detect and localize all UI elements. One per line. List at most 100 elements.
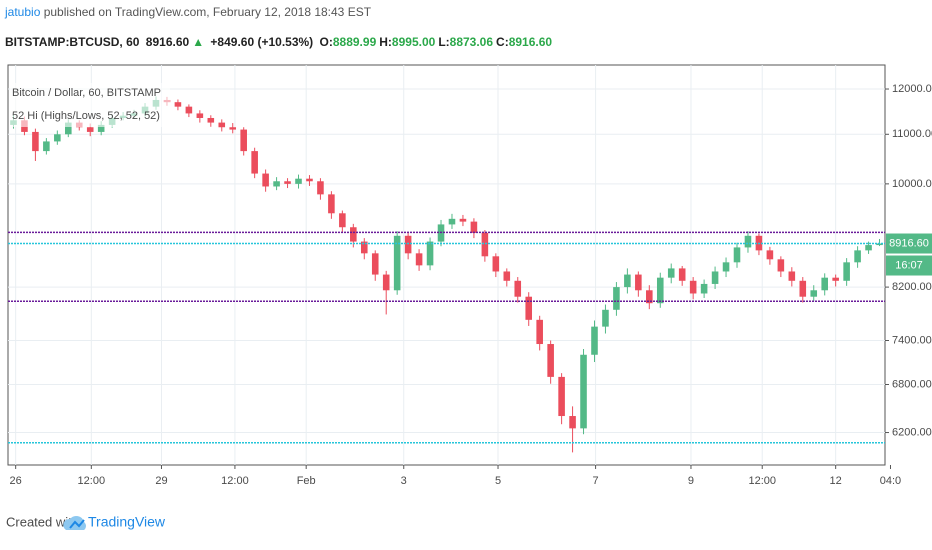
candle-body <box>722 262 730 272</box>
candle-body <box>832 277 839 281</box>
ohlc-label: L: <box>438 35 450 49</box>
candle-body <box>733 247 741 263</box>
candle-body <box>635 274 642 291</box>
candle-body <box>350 227 357 242</box>
candle-body <box>185 106 193 114</box>
created-with: Created with <box>6 514 79 529</box>
candle-body <box>97 124 105 132</box>
y-tick-label: 12000.00 <box>892 83 932 95</box>
candle-body <box>799 280 807 297</box>
x-tick-label: 12:00 <box>221 475 249 487</box>
candle-body <box>251 151 258 174</box>
brand[interactable]: TradingView <box>88 514 166 530</box>
published: published on TradingView.com, February 1… <box>40 5 372 19</box>
candle-body <box>854 250 861 263</box>
candle-body <box>306 178 313 182</box>
candle-body <box>65 122 72 135</box>
ohlc-label: O: <box>319 35 333 49</box>
candle-body <box>624 274 631 288</box>
candle-body <box>678 268 686 281</box>
candle-body <box>426 241 434 266</box>
y-tick-label: 6800.00 <box>892 378 932 390</box>
candle-body <box>865 245 872 251</box>
candle-body <box>174 102 182 107</box>
ohlc-label: H: <box>379 35 392 49</box>
candle-body <box>492 256 500 272</box>
author-link[interactable]: jatubio <box>5 5 41 19</box>
symbol-line: BITSTAMP:BTCUSD, 60 8916.60 ▲ +849.60 (+1… <box>5 35 558 49</box>
candle-body <box>525 296 533 320</box>
x-tick-label: 9 <box>688 475 694 487</box>
symbol: BITSTAMP:BTCUSD, 60 <box>5 35 140 49</box>
candle-body <box>788 271 796 281</box>
candle-body <box>591 326 598 355</box>
ohlc: O:8889.99 H:8995.00 L:8873.06 C:8916.60 <box>320 35 556 49</box>
candle-body <box>382 274 390 291</box>
marks <box>8 96 885 453</box>
candle-body <box>295 178 302 184</box>
candle-body <box>700 283 708 294</box>
price-tag-bg <box>886 233 932 254</box>
last: 8916.60 <box>145 35 190 49</box>
candle-body <box>207 117 215 123</box>
candle-body <box>262 173 269 187</box>
legend-bg <box>10 83 170 127</box>
candle-body <box>404 235 412 254</box>
candle-body <box>393 235 401 291</box>
candle-body <box>240 129 247 152</box>
candle-body <box>580 354 587 429</box>
ohlc-value: 8873.06 <box>449 35 494 49</box>
candle-body <box>777 259 785 272</box>
candle-body <box>744 235 752 248</box>
candle-body <box>656 277 664 304</box>
candle-body <box>339 213 346 228</box>
candle-body <box>558 376 565 417</box>
candle-body <box>448 218 456 225</box>
y-tick-label: 7400.00 <box>892 334 932 346</box>
candle-body <box>317 181 324 195</box>
price-tag: 8916.60 <box>889 237 929 249</box>
x-tick-label: 04:0 <box>880 475 901 487</box>
candle-body <box>766 250 774 260</box>
candle-body <box>360 241 368 254</box>
arrow: ▲ <box>192 35 205 49</box>
candle-body <box>229 127 237 130</box>
x-tick-label: 12:00 <box>78 475 106 487</box>
candle-body <box>503 271 511 281</box>
ohlc-value: 8916.60 <box>508 35 553 49</box>
candle-body <box>667 268 675 278</box>
candle-body <box>54 134 61 142</box>
candle-body <box>547 344 554 377</box>
candle-body <box>810 290 818 297</box>
candle-body <box>284 181 291 184</box>
y-tick-label: 8200.00 <box>892 281 932 293</box>
candle-body <box>711 271 719 284</box>
candle-body <box>602 309 609 327</box>
x-tick-label: 12 <box>830 475 842 487</box>
chart-title: Bitcoin / Dollar, 60, BITSTAMP <box>12 87 161 99</box>
x-tick-label: 7 <box>593 475 599 487</box>
indicator-label: 52 Hi (Highs/Lows, 52, 52, 52) <box>12 110 160 122</box>
candle-body <box>821 277 828 291</box>
candle-body <box>218 122 226 128</box>
candle-body <box>328 194 335 214</box>
candle-body <box>273 181 280 187</box>
header: jatubio published on TradingView.com, Fe… <box>5 5 558 49</box>
candle-body <box>843 262 850 281</box>
candle-body <box>689 280 697 294</box>
ohlc-value: 8889.99 <box>332 35 377 49</box>
candle-body <box>43 141 50 152</box>
x-tick-label: 29 <box>155 475 167 487</box>
countdown-bg <box>886 255 932 276</box>
ohlc-value: 8995.00 <box>391 35 436 49</box>
candle-body <box>470 221 478 233</box>
candle-body <box>876 243 883 246</box>
candle-body <box>196 113 204 118</box>
candle-body <box>569 416 576 429</box>
candle-body <box>481 232 489 257</box>
candle-body <box>646 290 653 304</box>
candle-body <box>371 253 379 275</box>
candle-body <box>459 218 467 222</box>
